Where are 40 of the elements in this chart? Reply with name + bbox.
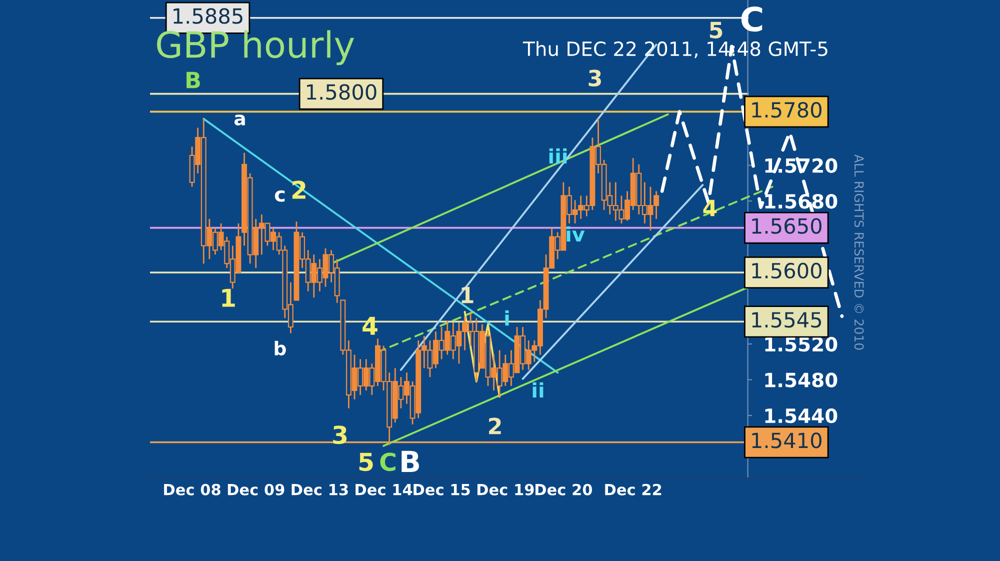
annotation: iv: [566, 226, 585, 242]
annotation: 5: [710, 22, 722, 38]
line-series: [464, 310, 501, 398]
annotation: B: [402, 450, 419, 472]
x-tick-label: Dec 15: [414, 484, 470, 496]
annotation: 1: [462, 286, 474, 304]
annotation: 5: [359, 452, 373, 472]
x-tick-label: Dec 09: [228, 484, 284, 496]
x-tick-label: Dec 08: [164, 484, 220, 496]
text: GBP hourly: [157, 30, 354, 66]
annotation: C: [741, 6, 762, 32]
ref-line-label: 1.5650: [752, 218, 822, 234]
annotation: b: [274, 340, 286, 356]
y-tick-label: 1.5680: [765, 194, 838, 209]
annotation: ii: [532, 382, 544, 398]
annotation: 1: [222, 288, 235, 307]
x-tick-label: Dec 22: [605, 484, 662, 496]
annotation: 3: [333, 426, 347, 444]
annotation: C: [380, 452, 396, 472]
y-tick-label: 1.5520: [765, 336, 838, 352]
annotation: 3: [588, 70, 601, 86]
annotation: a: [234, 114, 245, 126]
y-tick-label: 1.5480: [765, 372, 838, 388]
y-tick-label: 1.5440: [765, 408, 838, 424]
ref-line-label: 1.5885: [174, 8, 242, 24]
annotation: 2: [489, 418, 501, 434]
ref-line-label: 1.5545: [752, 312, 822, 328]
text: ALL RIGHTS RESERVED © 2010: [854, 154, 864, 350]
annotation: c: [274, 190, 285, 202]
annotation: B: [186, 72, 200, 88]
ref-line-label: 1.5410: [752, 432, 822, 448]
x-tick-label: Dec 14: [356, 484, 412, 496]
ref-line-label: 1.5600: [752, 262, 822, 279]
x-tick-label: Dec 20: [535, 484, 592, 496]
ref-line-label: 1.5800: [307, 84, 376, 100]
x-tick-label: Dec 19: [477, 484, 534, 496]
annotation: iii: [549, 148, 567, 164]
x-tick-label: Dec 13: [292, 484, 348, 496]
ref-line-label: 1.5780: [752, 102, 822, 118]
annotation: 4: [703, 200, 717, 216]
